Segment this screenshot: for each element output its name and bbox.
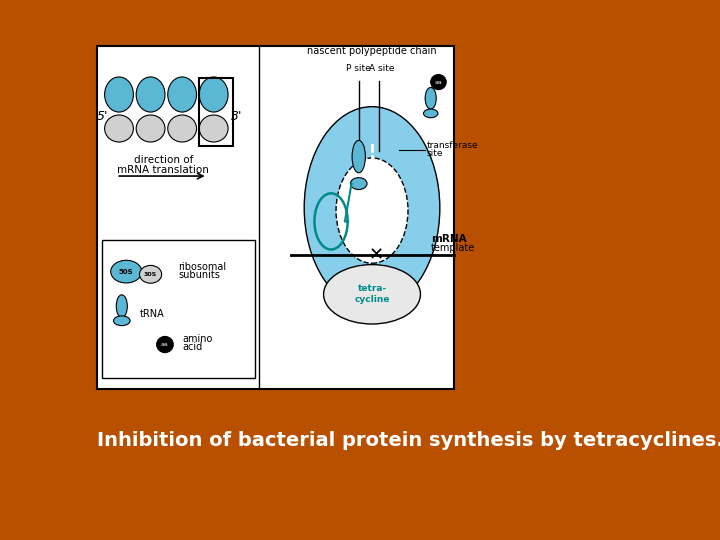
Text: acid: acid: [183, 342, 203, 352]
Ellipse shape: [199, 77, 228, 112]
Text: site: site: [426, 149, 443, 158]
Text: aa: aa: [161, 342, 169, 347]
Ellipse shape: [114, 316, 130, 326]
Ellipse shape: [168, 77, 197, 112]
Ellipse shape: [116, 295, 127, 318]
Text: 30S: 30S: [144, 272, 157, 277]
Text: nascent polypeptide chain: nascent polypeptide chain: [307, 46, 437, 56]
Ellipse shape: [336, 158, 408, 263]
Text: subunits: subunits: [179, 271, 220, 280]
FancyBboxPatch shape: [97, 46, 454, 389]
Text: transferase: transferase: [426, 141, 478, 150]
Text: ribosomal: ribosomal: [179, 262, 226, 272]
Ellipse shape: [157, 336, 174, 353]
Ellipse shape: [199, 115, 228, 142]
Ellipse shape: [426, 87, 436, 109]
Text: 3': 3': [231, 110, 243, 123]
Ellipse shape: [431, 75, 446, 90]
Text: mRNA translation: mRNA translation: [117, 165, 210, 174]
Ellipse shape: [305, 106, 440, 309]
Ellipse shape: [352, 140, 365, 173]
Bar: [199, 78, 233, 146]
Text: template: template: [431, 243, 475, 253]
Text: tetra-
cycline: tetra- cycline: [354, 284, 390, 305]
Ellipse shape: [351, 178, 367, 190]
Text: 50S: 50S: [119, 268, 133, 275]
Text: A site: A site: [369, 64, 395, 72]
Ellipse shape: [136, 115, 165, 142]
Bar: [102, 240, 255, 378]
Ellipse shape: [104, 77, 133, 112]
Text: direction of: direction of: [134, 156, 193, 165]
Text: aa: aa: [435, 79, 442, 85]
Ellipse shape: [104, 115, 133, 142]
Text: mRNA: mRNA: [431, 234, 467, 244]
Text: 5': 5': [96, 110, 108, 123]
Ellipse shape: [136, 77, 165, 112]
Ellipse shape: [423, 109, 438, 118]
Text: amino: amino: [183, 334, 213, 344]
Text: P site: P site: [346, 64, 371, 72]
Text: ✕: ✕: [369, 246, 384, 264]
Text: Inhibition of bacterial protein synthesis by tetracyclines.: Inhibition of bacterial protein synthesi…: [97, 430, 720, 450]
Ellipse shape: [168, 115, 197, 142]
Ellipse shape: [140, 265, 162, 283]
Ellipse shape: [111, 260, 142, 283]
Ellipse shape: [323, 265, 420, 324]
Text: tRNA: tRNA: [140, 309, 164, 319]
